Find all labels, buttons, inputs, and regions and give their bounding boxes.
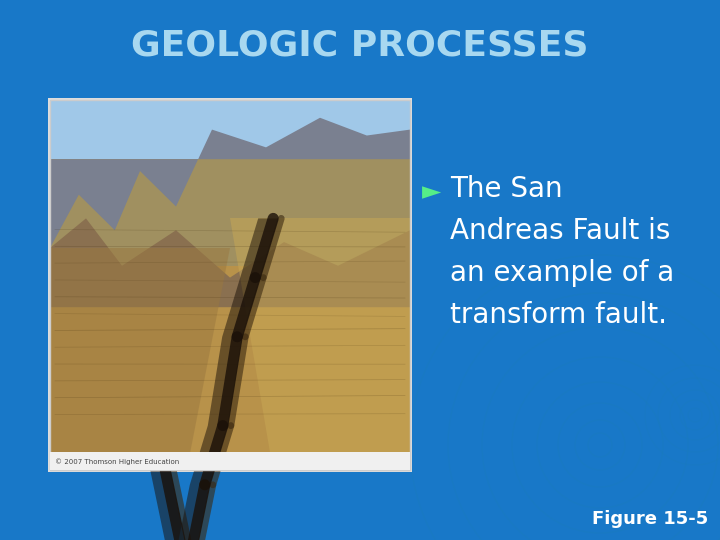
Polygon shape (230, 218, 410, 470)
Bar (50, 100, 410, 159)
Text: ►: ► (422, 180, 441, 204)
Bar (48, 98, 412, 472)
Text: transform fault.: transform fault. (450, 301, 667, 329)
Text: The San: The San (450, 175, 562, 203)
Polygon shape (50, 218, 410, 307)
Polygon shape (50, 248, 230, 470)
Bar (50, 452, 410, 470)
Text: © 2007 Thomson Higher Education: © 2007 Thomson Higher Education (55, 458, 179, 465)
Bar (50, 159, 410, 266)
Text: GEOLOGIC PROCESSES: GEOLOGIC PROCESSES (131, 28, 589, 62)
Polygon shape (150, 218, 278, 540)
Text: Figure 15-5: Figure 15-5 (592, 510, 708, 528)
Text: an example of a: an example of a (450, 259, 674, 287)
Polygon shape (50, 118, 410, 248)
Bar (50, 100, 410, 470)
Bar (50, 266, 410, 470)
Text: Andreas Fault is: Andreas Fault is (450, 217, 670, 245)
